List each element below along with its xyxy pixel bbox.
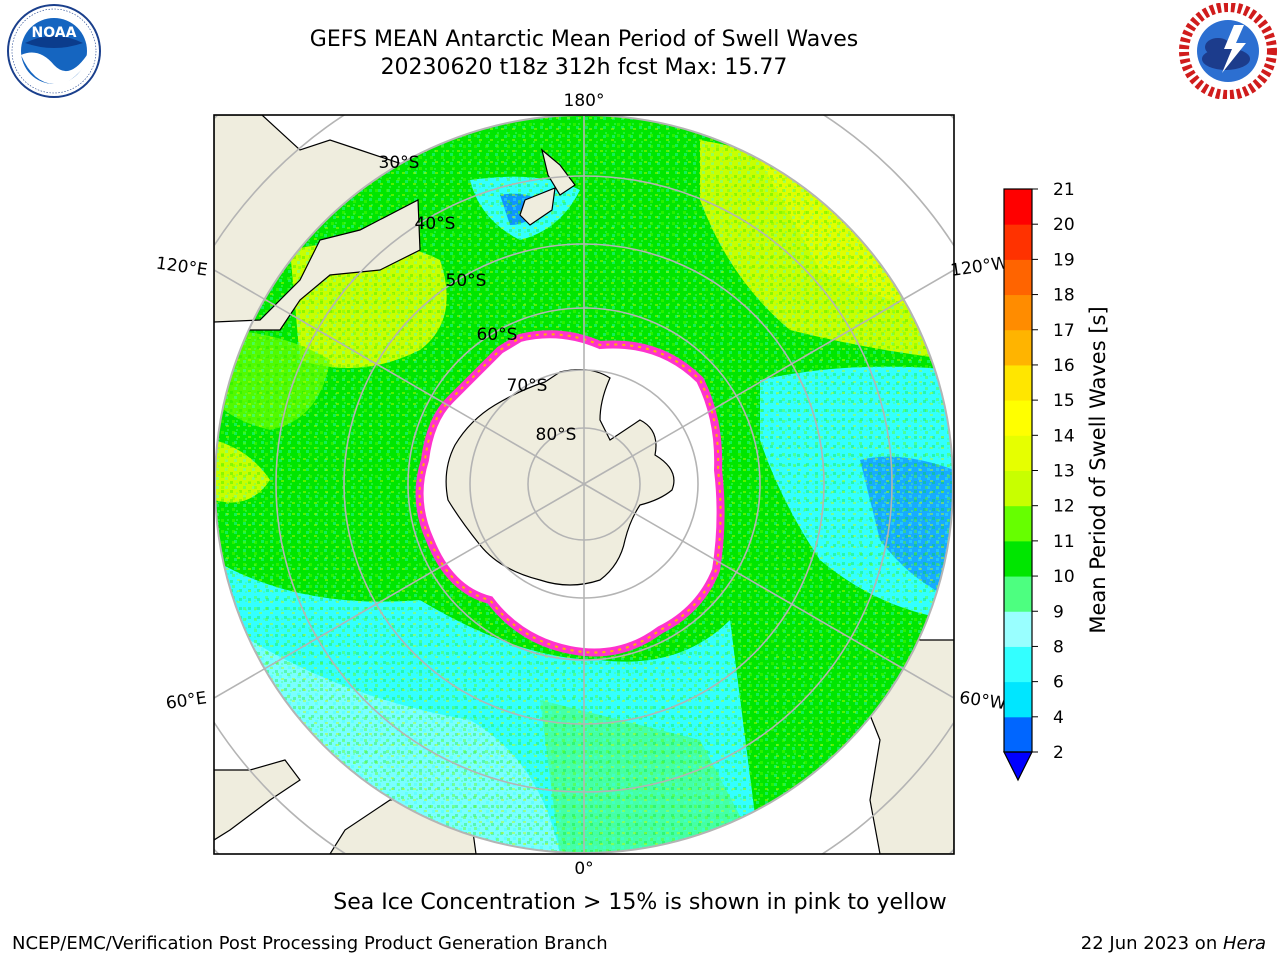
lat-label-30s: 30°S [379, 153, 420, 173]
colorbar-segment [1004, 470, 1032, 507]
colorbar-tick-label: 9 [1053, 602, 1064, 622]
colorbar-segment [1004, 189, 1032, 225]
map-frame [213, 114, 955, 855]
sea-ice-caption: Sea Ice Concentration > 15% is shown in … [333, 890, 947, 915]
lon-label-120e: 120°E [155, 254, 209, 281]
colorbar-segment [1004, 224, 1032, 260]
colorbar-segment [1004, 294, 1032, 331]
colorbar-tick-label: 14 [1053, 426, 1075, 446]
lat-label-50s: 50°S [446, 271, 487, 291]
colorbar-segment [1004, 611, 1032, 647]
footer-credit: NCEP/EMC/Verification Post Processing Pr… [12, 933, 608, 954]
colorbar-segment [1004, 540, 1032, 577]
noaa-logo: NOAA [7, 4, 101, 98]
lat-label-70s: 70°S [507, 376, 548, 396]
colorbar-tick-label: 6 [1053, 673, 1064, 693]
lon-label-60w: 60°W [958, 688, 1007, 714]
colorbar-segment [1004, 646, 1032, 683]
colorbar-tick-label: 21 [1053, 180, 1075, 200]
colorbar-segment [1004, 435, 1032, 471]
colorbar-segment [1004, 364, 1032, 401]
colorbar-tick-label: 15 [1053, 391, 1075, 411]
colorbar-tick-label: 18 [1053, 286, 1075, 306]
colorbar-tick-label: 12 [1053, 497, 1075, 517]
noaa-logo-text: NOAA [32, 25, 77, 41]
colorbar-tick-label: 20 [1053, 215, 1075, 235]
lat-label-60s: 60°S [477, 325, 518, 345]
colorbar-segment [1004, 681, 1032, 718]
colorbar-segment [1004, 716, 1032, 753]
lon-label-0: 0° [574, 859, 593, 879]
colorbar-segment [1004, 400, 1032, 436]
chart-title: GEFS MEAN Antarctic Mean Period of Swell… [309, 27, 859, 52]
colorbar-segment [1004, 329, 1032, 366]
footer-date: 22 Jun 2023 on Hera [1081, 933, 1266, 954]
colorbar-label: Mean Period of Swell Waves [s] [1086, 306, 1110, 634]
colorbar-tick-label: 2 [1053, 743, 1064, 763]
colorbar-tick-label: 19 [1053, 250, 1075, 270]
colorbar-tick-label: 8 [1053, 637, 1064, 657]
lon-label-120w: 120°W [949, 253, 1009, 281]
colorbar-tick-label: 16 [1053, 356, 1075, 376]
graticule [214, 115, 954, 854]
lat-label-40s: 40°S [415, 214, 456, 234]
lon-label-60e: 60°E [165, 688, 208, 713]
land-inside [215, 148, 576, 341]
lat-label-80s: 80°S [536, 425, 577, 445]
colorbar: 2 4 6 8 9 10 11 12 13 14 15 16 17 18 19 20 21 [1003, 180, 1075, 782]
colorbar-segment [1004, 259, 1032, 296]
footer-date-text: 22 Jun 2023 on [1080, 933, 1223, 954]
footer-host: Hera [1222, 933, 1266, 954]
colorbar-tick-label: 17 [1053, 321, 1075, 341]
colorbar-segment [1004, 505, 1032, 542]
lon-label-180: 180° [564, 91, 605, 111]
colorbar-tick-label: 13 [1053, 462, 1075, 482]
colorbar-tick-label: 10 [1053, 567, 1075, 587]
colorbar-tick-label: 11 [1053, 532, 1075, 552]
chart-subtitle: 20230620 t18z 312h fcst Max: 15.77 [380, 55, 788, 80]
colorbar-segment [1004, 576, 1032, 612]
colorbar-tick-label: 4 [1053, 708, 1064, 728]
colorbar-extend-triangle [1003, 751, 1033, 782]
nws-logo [1179, 3, 1277, 99]
